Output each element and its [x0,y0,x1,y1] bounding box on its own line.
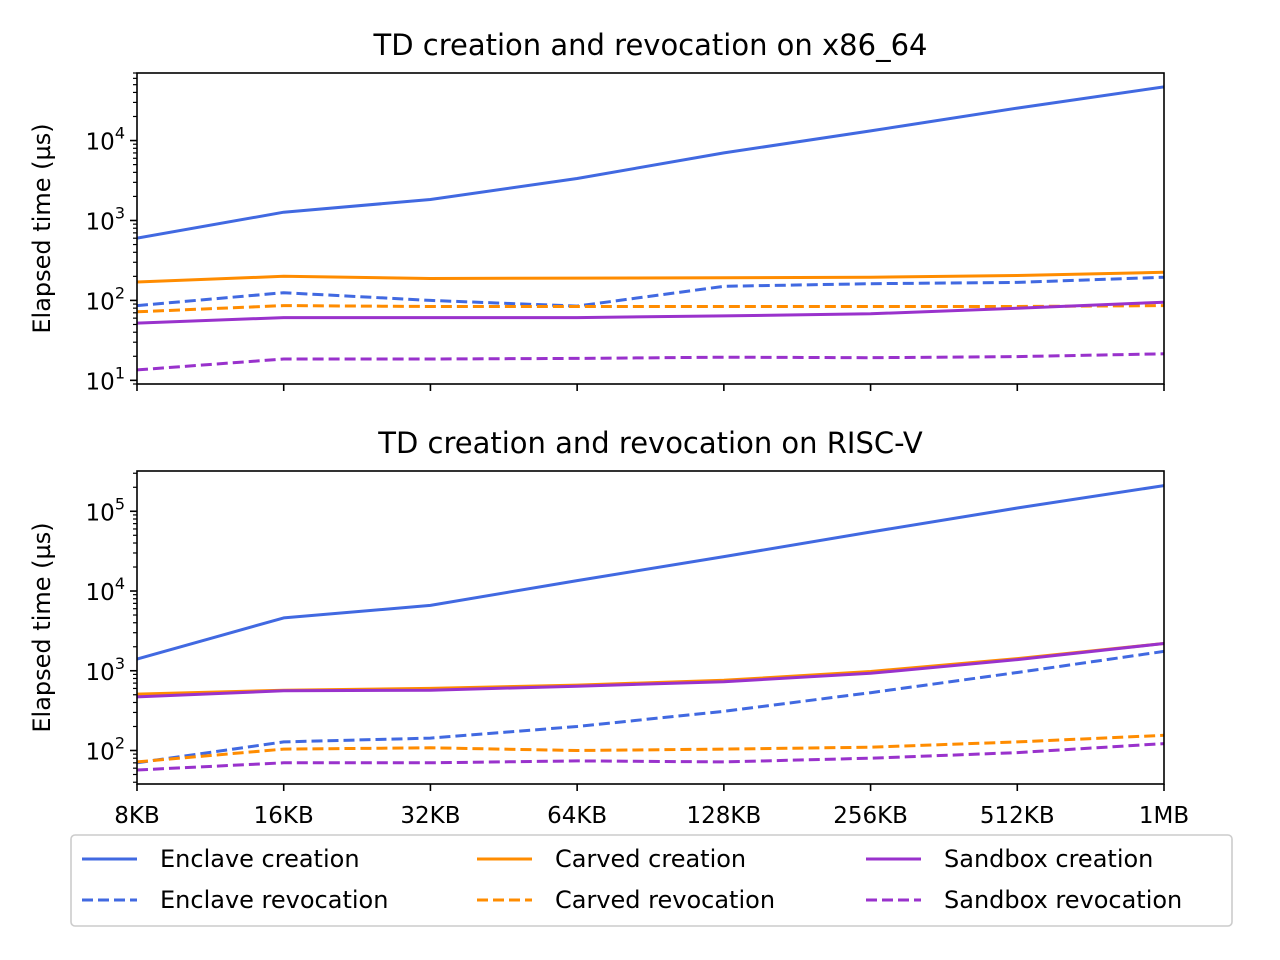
subplot-1: TD creation and revocation on x86_64 Elap… [28,28,1165,395]
legend-item: Enclave revocation [82,886,388,914]
legend-label: Carved creation [555,845,746,873]
series-carved-revocation [137,304,1164,314]
legend-label: Enclave creation [160,845,360,873]
series-enclave-creation [137,85,1164,240]
x-tick-label: 512KB [980,803,1055,829]
legend-label: Sandbox creation [944,845,1153,873]
axes-frame [136,72,1165,385]
y-tick-label: 103 [86,654,125,686]
y-tick-label: 104 [86,574,125,606]
y-axis-label: Elapsed time (µs) [28,123,56,333]
series-enclave-revocation [137,649,1164,765]
series-group [137,484,1164,772]
series-sandbox-creation [137,642,1164,699]
series-sandbox-revocation [137,742,1164,772]
legend-item: Sandbox revocation [866,886,1182,914]
series-group [137,85,1164,372]
y-tick-label: 105 [86,494,125,526]
axes-frame [136,470,1165,785]
x-tick-label: 128KB [686,803,761,829]
x-tick-label: 8KB [114,803,160,829]
chart-title: TD creation and revocation on RISC-V [377,426,923,460]
x-tick-label: 256KB [833,803,908,829]
legend-label: Carved revocation [555,886,775,914]
series-sandbox-revocation [137,352,1164,372]
legend-label: Sandbox revocation [944,886,1182,914]
subplot-2: TD creation and revocation on RISC-V Elap… [28,426,1189,829]
y-tick-label: 102 [86,733,125,765]
legend: Enclave creation Carved creation Sandbox c… [70,834,1233,927]
y-tick-label: 104 [86,124,125,156]
legend-item: Carved creation [477,845,746,873]
x-tick-label: 1MB [1139,803,1189,829]
x-tick-label: 16KB [254,803,314,829]
x-tick-label: 32KB [400,803,460,829]
series-carved-creation [137,642,1164,696]
series-enclave-creation [137,484,1164,661]
series-carved-creation [137,270,1164,284]
y-tick-label: 101 [86,363,125,395]
chart-title: TD creation and revocation on x86_64 [373,28,928,62]
y-tick-label: 103 [86,203,125,235]
legend-item: Sandbox creation [866,845,1153,873]
legend-label: Enclave revocation [160,886,388,914]
legend-item: Enclave creation [82,845,360,873]
legend-frame [70,834,1233,927]
legend-item: Carved revocation [477,886,775,914]
series-sandbox-creation [137,300,1164,325]
series-carved-revocation [137,733,1164,764]
y-axis-label: Elapsed time (µs) [28,522,56,732]
y-tick-label: 102 [86,283,125,315]
x-tick-label: 64KB [547,803,607,829]
series-enclave-revocation [137,275,1164,308]
